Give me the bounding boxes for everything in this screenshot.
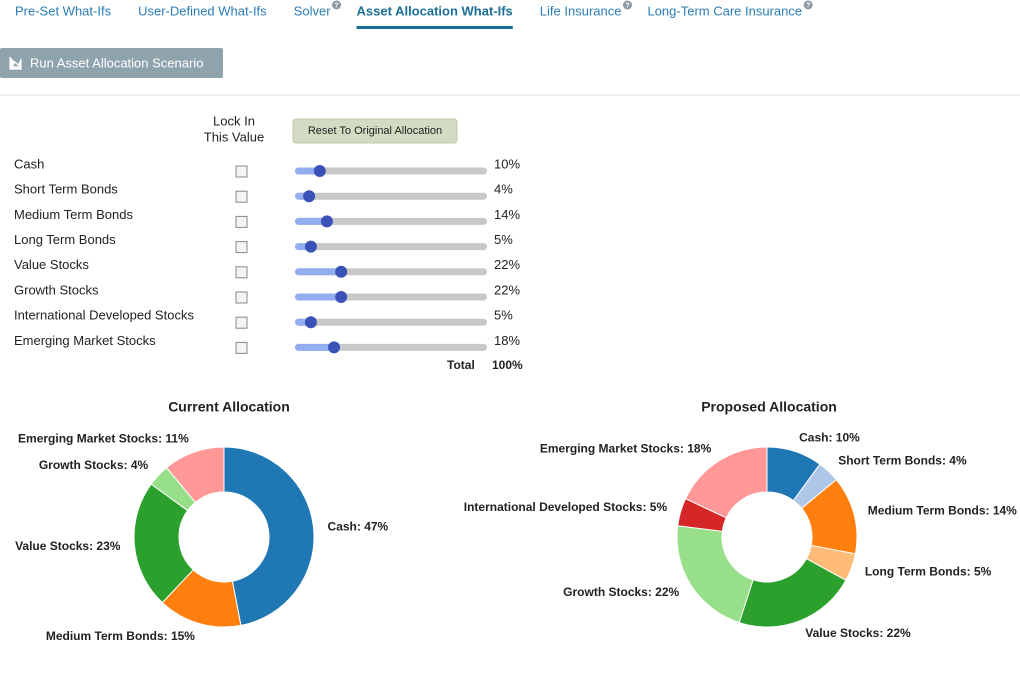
slider-value: 22% <box>494 282 520 297</box>
tab[interactable]: Pre-Set What-Ifs <box>15 3 112 18</box>
asset-label: Emerging Market Stocks <box>14 333 156 348</box>
help-icon-text: ? <box>806 2 810 9</box>
lock-checkbox[interactable] <box>235 190 248 203</box>
slider-value: 5% <box>494 232 513 247</box>
slider-thumb[interactable] <box>304 240 317 253</box>
slider-value: 5% <box>494 308 513 323</box>
lock-checkbox[interactable] <box>235 341 248 354</box>
chart-title: Proposed Allocation <box>701 399 837 415</box>
asset-label: Short Term Bonds <box>14 182 118 197</box>
lock-checkbox[interactable] <box>235 291 248 304</box>
lock-checkbox[interactable] <box>235 241 248 254</box>
slider-fill <box>295 167 320 175</box>
slider-thumb[interactable] <box>335 265 348 278</box>
total-label: Total <box>447 358 475 372</box>
slider-value: 14% <box>494 207 520 222</box>
asset-label: Medium Term Bonds <box>14 207 133 222</box>
slider-track[interactable] <box>295 318 487 326</box>
run-button[interactable]: Run Asset Allocation Scenario <box>0 48 223 78</box>
donut-slice <box>165 446 225 504</box>
help-icon <box>622 0 632 10</box>
slider-fill <box>295 293 342 301</box>
asset-label: International Developed Stocks <box>14 308 194 323</box>
slider-track[interactable] <box>295 217 487 225</box>
slice-label: Emerging Market Stocks: 18% <box>540 441 712 455</box>
slice-label: Value Stocks: 23% <box>15 539 121 553</box>
lock-header: Lock In <box>213 113 255 128</box>
slice-label: Growth Stocks: 4% <box>39 458 149 472</box>
slider-thumb[interactable] <box>328 341 341 354</box>
slider-track[interactable] <box>295 192 487 200</box>
help-icon-text: ? <box>625 2 629 9</box>
slice-label: Short Term Bonds: 4% <box>838 453 967 467</box>
slice-label: Cash: 10% <box>799 430 860 444</box>
help-icon-text: ? <box>334 2 338 9</box>
slider-thumb[interactable] <box>335 291 348 303</box>
tab[interactable]: User-Defined What-Ifs <box>138 3 267 18</box>
slice-label: International Developed Stocks: 5% <box>464 500 668 514</box>
tab[interactable]: Life Insurance <box>540 3 622 18</box>
lock-checkbox[interactable] <box>235 215 248 228</box>
donut-slice <box>133 483 194 604</box>
donut-slice <box>223 446 315 626</box>
slice-label: Medium Term Bonds: 15% <box>46 629 195 643</box>
slice-label: Emerging Market Stocks: 11% <box>18 431 189 445</box>
slider-value: 18% <box>494 333 520 348</box>
slider-fill <box>295 268 342 276</box>
lock-checkbox[interactable] <box>235 165 248 178</box>
donut-slice <box>676 525 754 624</box>
help-icon <box>332 0 342 10</box>
tab[interactable]: Solver <box>294 3 332 18</box>
slider-thumb[interactable] <box>320 215 333 228</box>
total-value: 100% <box>492 358 523 372</box>
lock-checkbox[interactable] <box>235 316 248 329</box>
slider-fill <box>295 217 327 225</box>
slice-label: Growth Stocks: 22% <box>563 585 679 599</box>
slice-label: Cash: 47% <box>328 519 389 533</box>
tab[interactable]: Long-Term Care Insurance <box>647 3 802 18</box>
slice-label: Value Stocks: 22% <box>805 626 911 640</box>
help-icon <box>803 0 813 10</box>
slider-value: 4% <box>494 182 513 197</box>
donut-slice <box>684 446 768 519</box>
tab[interactable]: Asset Allocation What-Ifs <box>357 3 513 18</box>
slice-label: Long Term Bonds: 5% <box>865 564 992 578</box>
asset-label: Long Term Bonds <box>14 232 116 247</box>
slider-track[interactable] <box>295 167 487 175</box>
asset-label: Value Stocks <box>14 257 89 272</box>
slider-track[interactable] <box>295 243 487 251</box>
asset-label: Cash <box>14 156 44 171</box>
run-button-label: Run Asset Allocation Scenario <box>30 55 203 70</box>
slider-thumb[interactable] <box>304 316 317 329</box>
chart-title: Current Allocation <box>168 399 290 415</box>
slider-fill <box>295 343 335 351</box>
tab-underline <box>356 26 513 29</box>
asset-label: Growth Stocks <box>14 282 99 297</box>
slice-label: Medium Term Bonds: 14% <box>868 503 1017 517</box>
slider-track[interactable] <box>295 343 487 351</box>
slider-value: 10% <box>494 156 520 171</box>
slider-thumb[interactable] <box>313 165 326 177</box>
slider-thumb[interactable] <box>303 190 316 203</box>
slider-value: 22% <box>494 257 520 272</box>
reset-button-label: Reset To Original Allocation <box>308 125 442 137</box>
lock-header: This Value <box>204 129 264 144</box>
reset-button[interactable]: Reset To Original Allocation <box>292 118 458 144</box>
lock-checkbox[interactable] <box>235 266 248 279</box>
